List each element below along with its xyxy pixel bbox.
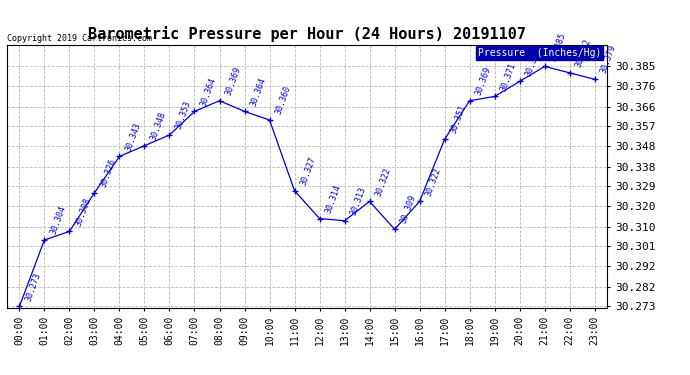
Text: 30.304: 30.304 (48, 205, 68, 236)
Text: 30.360: 30.360 (274, 85, 293, 116)
Text: 30.364: 30.364 (248, 76, 268, 107)
Text: 30.314: 30.314 (324, 183, 342, 214)
Text: 30.326: 30.326 (99, 158, 117, 189)
Text: 30.369: 30.369 (474, 65, 493, 96)
Text: 30.273: 30.273 (23, 271, 42, 302)
Text: 30.379: 30.379 (599, 44, 618, 75)
Text: 30.385: 30.385 (549, 31, 568, 62)
Text: Pressure  (Inches/Hg): Pressure (Inches/Hg) (477, 48, 601, 58)
Text: 30.382: 30.382 (574, 38, 593, 69)
Text: 30.322: 30.322 (424, 166, 442, 197)
Text: 30.351: 30.351 (448, 104, 468, 135)
Text: 30.327: 30.327 (299, 155, 317, 186)
Text: 30.348: 30.348 (148, 110, 168, 141)
Text: Copyright 2019 Cartronics.com: Copyright 2019 Cartronics.com (7, 34, 152, 43)
Text: 30.364: 30.364 (199, 76, 217, 107)
Text: 30.313: 30.313 (348, 185, 368, 216)
Text: 30.369: 30.369 (224, 65, 242, 96)
Text: 30.322: 30.322 (374, 166, 393, 197)
Text: 30.378: 30.378 (524, 46, 542, 77)
Text: 30.343: 30.343 (124, 121, 142, 152)
Text: 30.371: 30.371 (499, 61, 518, 92)
Text: 30.353: 30.353 (174, 100, 193, 131)
Text: 30.309: 30.309 (399, 194, 417, 225)
Title: Barometric Pressure per Hour (24 Hours) 20191107: Barometric Pressure per Hour (24 Hours) … (88, 27, 526, 42)
Text: 30.308: 30.308 (74, 196, 92, 227)
